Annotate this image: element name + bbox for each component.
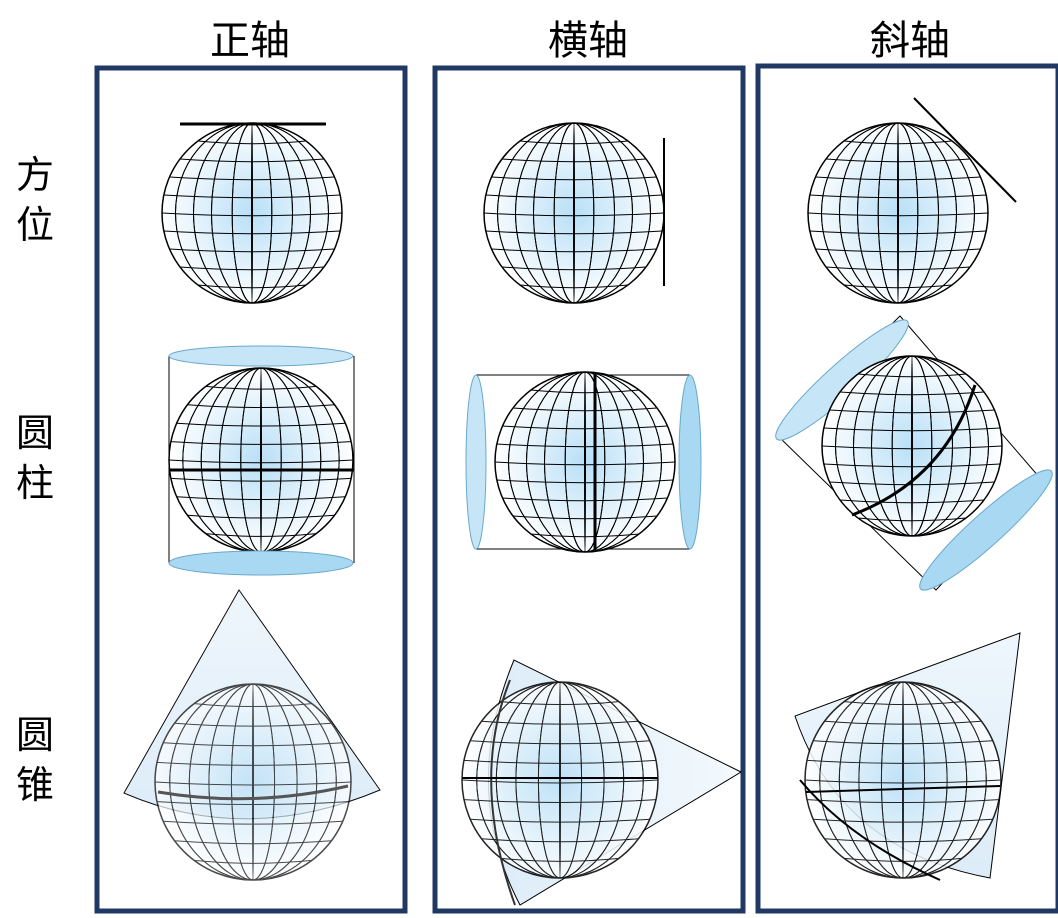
- panel-transverse: [432, 65, 746, 914]
- globe-normal-conic: [154, 683, 352, 881]
- globe-meridian: [252, 683, 254, 881]
- cylinder-left-cap: [465, 374, 487, 550]
- globe-normal-cylindrical: [168, 367, 354, 553]
- globe-meridian: [508, 371, 662, 553]
- globe-meridian: [169, 683, 337, 881]
- cylinder-bottom-cap: [168, 550, 354, 576]
- row-header-char: 圆: [15, 713, 54, 757]
- tangent-line: [805, 785, 1001, 793]
- globe-meridian: [902, 681, 904, 879]
- row-header-char: 方: [15, 153, 54, 197]
- globe-meridian: [251, 122, 253, 304]
- globe-meridian: [897, 122, 899, 304]
- cylinder-right-cap: [678, 374, 702, 550]
- globe-oblique-conic: [804, 681, 1002, 879]
- row-header-azimuthal: 方 位: [10, 150, 60, 250]
- globe-meridian: [584, 371, 586, 553]
- row-header-char: 圆: [15, 411, 54, 455]
- globe-transverse-cylindrical: [494, 371, 676, 553]
- globe-meridian: [835, 355, 989, 537]
- row-header-char: 位: [15, 203, 54, 247]
- tangent-line: [157, 784, 349, 801]
- globe-meridian: [476, 681, 644, 879]
- globe-oblique-cylindrical: [821, 355, 1003, 537]
- globe-meridian: [821, 122, 975, 304]
- globe-oblique-azimuthal: [807, 122, 989, 304]
- tangent-line: [799, 779, 941, 881]
- panel-oblique: [755, 63, 1058, 914]
- column-header-normal: 正轴: [210, 18, 290, 64]
- globe-meridian: [260, 367, 262, 553]
- row-header-char: 锥: [15, 763, 54, 807]
- row-header-cylindrical: 圆 柱: [10, 408, 60, 508]
- tangent-line: [490, 679, 516, 906]
- tangent-plane-line: [913, 97, 1017, 203]
- globe-transverse-conic: [461, 681, 659, 879]
- globe-transverse-azimuthal: [483, 122, 665, 304]
- cylinder-lower-cap: [919, 469, 1053, 591]
- globe-meridian: [911, 355, 913, 537]
- cylinder-top-cap: [168, 345, 354, 367]
- globe-meridian: [559, 681, 561, 879]
- column-header-transverse: 横轴: [548, 18, 628, 64]
- row-header-conic: 圆 锥: [10, 710, 60, 810]
- panel-normal: [94, 65, 408, 914]
- globe-normal-azimuthal: [161, 122, 343, 304]
- tangent-line: [851, 384, 977, 517]
- column-header-oblique: 斜轴: [870, 18, 950, 64]
- globe-meridian: [497, 122, 651, 304]
- row-header-char: 柱: [15, 461, 54, 505]
- globe-meridian: [573, 122, 575, 304]
- globe-meridian: [819, 681, 987, 879]
